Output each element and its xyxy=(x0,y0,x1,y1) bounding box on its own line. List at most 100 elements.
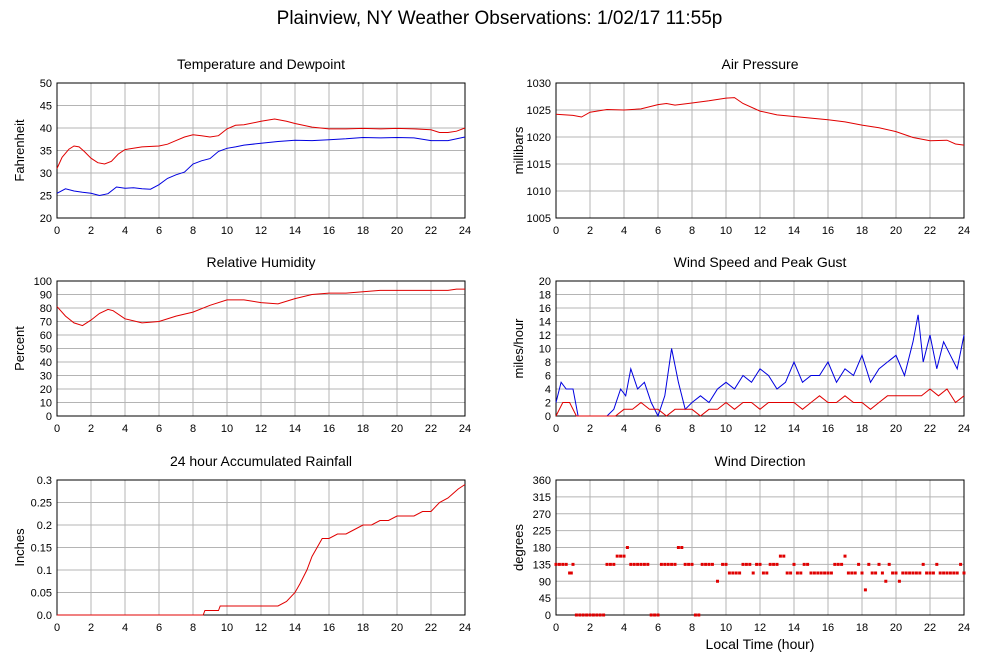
y-tick-label: 0.05 xyxy=(31,588,52,600)
data-point xyxy=(836,562,840,566)
x-tick-label: 18 xyxy=(856,225,868,237)
y-tick-label: 40 xyxy=(40,123,52,135)
data-point xyxy=(693,613,697,617)
chart-title: Air Pressure xyxy=(721,56,798,72)
data-point xyxy=(952,571,956,575)
x-tick-label: 10 xyxy=(221,622,233,634)
data-point xyxy=(585,613,589,617)
data-point xyxy=(768,562,772,566)
data-point xyxy=(891,571,895,575)
plot-frame xyxy=(56,82,466,219)
data-point xyxy=(938,571,942,575)
data-point xyxy=(588,613,592,617)
x-tick-label: 10 xyxy=(720,423,732,435)
series-line-0 xyxy=(57,484,466,616)
x-tick-label: 16 xyxy=(822,225,834,237)
x-tick-label: 8 xyxy=(190,622,196,634)
x-tick-label: 2 xyxy=(587,225,593,237)
x-tick-label: 14 xyxy=(788,622,800,634)
y-tick-label: 50 xyxy=(40,78,52,90)
y-tick-label: 18 xyxy=(539,290,551,302)
y-tick-label: 45 xyxy=(539,593,551,605)
y-tick-label: 0 xyxy=(545,610,551,622)
data-point xyxy=(734,571,738,575)
y-tick-label: 10 xyxy=(539,344,551,356)
data-point xyxy=(646,562,650,566)
data-point xyxy=(795,571,799,575)
plot-frame xyxy=(555,280,965,417)
data-point xyxy=(880,571,884,575)
data-point xyxy=(792,562,796,566)
x-tick-label: 18 xyxy=(856,423,868,435)
y-tick-label: 360 xyxy=(533,475,551,487)
x-tick-label: 16 xyxy=(822,622,834,634)
y-tick-label: 100 xyxy=(34,276,52,288)
x-tick-label: 18 xyxy=(856,622,868,634)
plot-frame xyxy=(56,280,466,417)
series-line-1 xyxy=(56,136,466,197)
y-tick-label: 0.0 xyxy=(37,610,52,622)
x-tick-label: 12 xyxy=(255,622,267,634)
y-tick-label: 90 xyxy=(40,290,52,302)
y-axis-label: Fahrenheit xyxy=(12,119,27,182)
x-tick-label: 24 xyxy=(958,423,970,435)
data-point xyxy=(850,571,854,575)
data-point xyxy=(853,571,857,575)
data-point xyxy=(826,571,830,575)
data-point xyxy=(765,571,769,575)
x-tick-label: 0 xyxy=(54,423,60,435)
data-point xyxy=(676,546,680,549)
data-point xyxy=(653,613,657,617)
x-axis-label: Local Time (hour) xyxy=(706,636,815,652)
x-tick-label: 20 xyxy=(391,423,403,435)
y-tick-label: 1010 xyxy=(527,186,551,198)
data-point xyxy=(894,571,898,575)
x-tick-label: 2 xyxy=(88,622,94,634)
x-tick-label: 8 xyxy=(689,423,695,435)
y-tick-label: 6 xyxy=(545,371,551,383)
data-point xyxy=(785,571,789,575)
data-point xyxy=(581,613,585,617)
x-tick-label: 20 xyxy=(890,225,902,237)
data-point xyxy=(636,562,640,566)
y-tick-label: 0.1 xyxy=(37,565,52,577)
y-tick-label: 0.15 xyxy=(31,543,52,555)
data-point xyxy=(629,562,633,566)
x-tick-label: 4 xyxy=(122,622,128,634)
data-point xyxy=(823,571,827,575)
y-axis-label: Percent xyxy=(12,326,27,371)
data-point xyxy=(561,562,565,566)
data-point xyxy=(775,562,779,566)
x-tick-label: 18 xyxy=(357,225,369,237)
data-point xyxy=(687,562,691,566)
y-tick-label: 45 xyxy=(40,101,52,113)
chart-title: Relative Humidity xyxy=(207,254,316,270)
data-point xyxy=(716,579,719,583)
data-point xyxy=(806,562,810,566)
data-point xyxy=(683,562,687,566)
data-point xyxy=(901,571,905,575)
data-point xyxy=(748,562,752,566)
data-point xyxy=(697,613,701,617)
data-point xyxy=(571,562,575,566)
x-tick-label: 16 xyxy=(323,423,335,435)
series-line-0 xyxy=(555,314,965,418)
data-point xyxy=(666,562,670,566)
x-tick-label: 16 xyxy=(323,622,335,634)
plot-frame xyxy=(555,479,965,616)
x-tick-label: 10 xyxy=(720,225,732,237)
data-point xyxy=(897,579,901,583)
data-point xyxy=(857,562,861,566)
x-tick-label: 0 xyxy=(553,622,559,634)
x-tick-label: 24 xyxy=(459,423,471,435)
x-tick-label: 8 xyxy=(689,622,695,634)
data-point xyxy=(615,554,619,558)
data-point xyxy=(802,562,806,566)
x-tick-label: 2 xyxy=(587,423,593,435)
data-point xyxy=(942,571,946,575)
x-tick-label: 8 xyxy=(689,225,695,237)
